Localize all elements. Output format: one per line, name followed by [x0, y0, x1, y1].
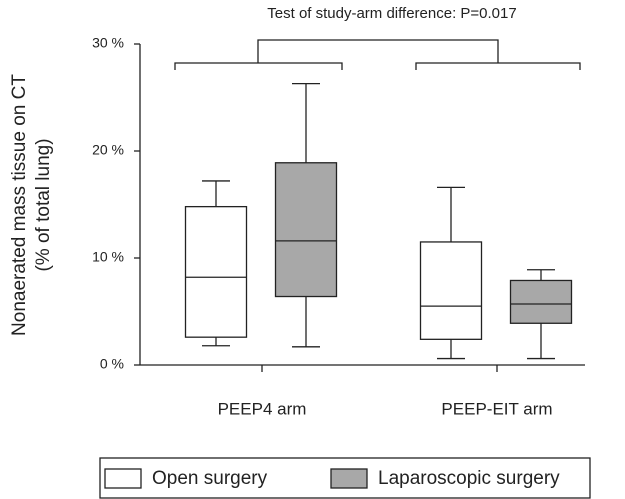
y-tick-label: 20 %	[92, 142, 124, 158]
box	[184, 205, 248, 338]
legend-label: Open surgery	[152, 468, 268, 489]
significance-bracket	[174, 39, 581, 70]
y-axis-label: Nonaerated mass tissue on CT	[9, 74, 30, 336]
box	[509, 279, 573, 324]
legend	[99, 457, 591, 499]
box	[419, 241, 483, 340]
annotation: Test of study-arm difference: P=0.017	[267, 5, 516, 22]
y-tick-label: 10 %	[92, 249, 124, 265]
box	[274, 162, 338, 298]
y-axis-label: (% of total lung)	[33, 138, 54, 271]
x-tick-label: PEEP-EIT arm	[441, 399, 552, 418]
legend-swatch	[104, 468, 142, 489]
legend-label: Laparoscopic surgery	[378, 468, 560, 489]
x-tick-label: PEEP4 arm	[218, 399, 307, 418]
legend-swatch	[330, 468, 368, 489]
y-tick-label: 0 %	[100, 356, 124, 372]
y-tick-label: 30 %	[92, 35, 124, 51]
